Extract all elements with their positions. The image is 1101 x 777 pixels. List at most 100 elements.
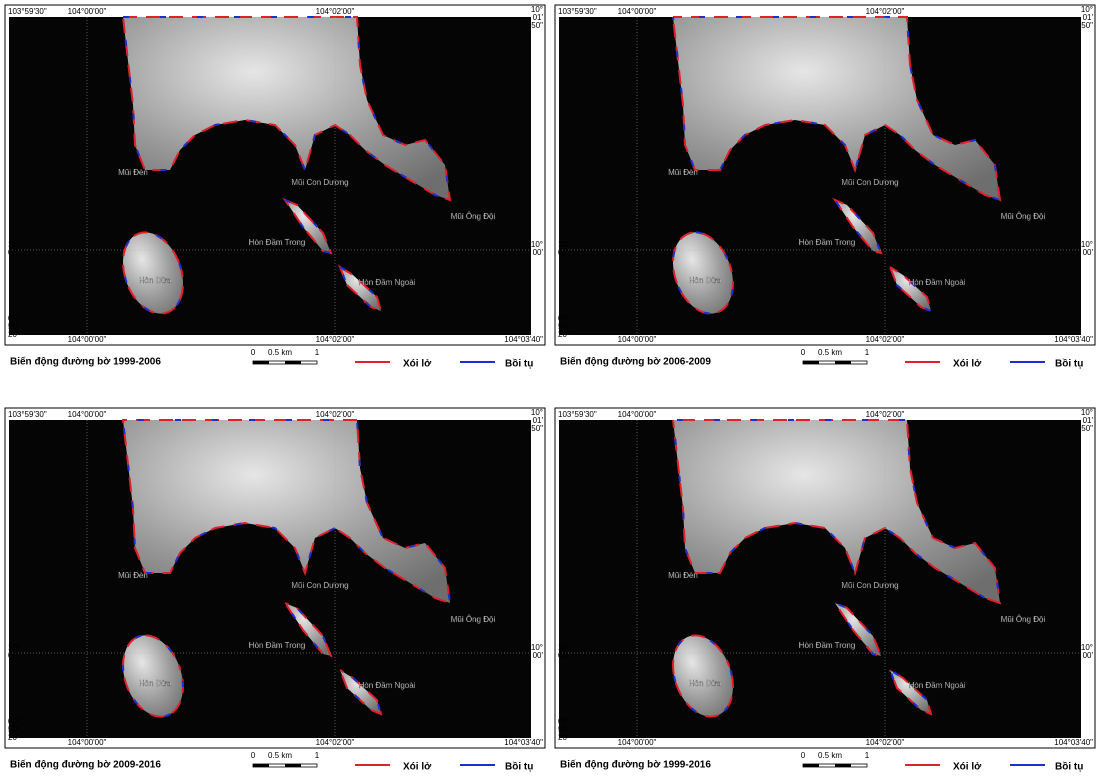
scale-label: 1 — [315, 751, 320, 760]
legend-label: Xói lở — [403, 359, 432, 370]
scale-bar-segment — [803, 361, 819, 364]
coord-label: 09° — [8, 717, 20, 726]
coord-label: 10° — [8, 240, 20, 249]
coord-label: 59' — [8, 725, 19, 734]
legend-label: Xói lở — [953, 762, 982, 773]
legend-title: Biến động đường bờ 2006-2009 — [560, 356, 711, 368]
legend-label: Bồi tụ — [1055, 761, 1083, 773]
scale-label: 0.5 km — [818, 751, 842, 760]
place-label: Mũi Ông Đội — [451, 615, 496, 624]
coord-label: 104°00'00" — [68, 738, 107, 747]
place-label: Mũi Đèn — [668, 168, 698, 177]
coord-label: 104°00'00" — [68, 335, 107, 344]
coord-label: 09° — [558, 717, 570, 726]
place-label: Mũi Đèn — [668, 571, 698, 580]
coord-label: 20" — [558, 733, 570, 742]
coord-label: 09° — [558, 314, 570, 323]
coord-label: 00' — [8, 651, 19, 660]
coord-label: 104°03'40" — [504, 738, 543, 747]
legend-title: Biến động đường bờ 2009-2016 — [10, 759, 161, 771]
coord-label: 10° — [558, 643, 570, 652]
coord-label: 104°02'00" — [866, 410, 905, 419]
place-label: Mũi Đèn — [118, 168, 148, 177]
coord-label: 104°00'00" — [618, 335, 657, 344]
coord-label: 00' — [558, 651, 569, 660]
coord-label: 104°00'00" — [618, 410, 657, 419]
coord-label: 10° — [531, 643, 543, 652]
scale-bar-segment — [253, 764, 269, 767]
coord-label: 00' — [533, 651, 544, 660]
place-label: Mũi Ông Đội — [1001, 615, 1046, 624]
coord-label: 59' — [558, 725, 569, 734]
coord-label: 50" — [531, 21, 543, 30]
place-label: Mũi Ông Đội — [451, 212, 496, 221]
coord-label: 01' — [533, 416, 544, 425]
scale-bar-segment — [285, 361, 301, 364]
scale-bar-segment — [835, 764, 851, 767]
map-panel: 103°59'30" 104°00'00" 104°02'00" 10°01'50"1… — [554, 407, 1096, 773]
coord-label: 50" — [531, 424, 543, 433]
scale-label: 0 — [801, 751, 806, 760]
coord-label: 104°00'00" — [618, 7, 657, 16]
scale-bar-segment — [835, 361, 851, 364]
coord-label: 10° — [558, 240, 570, 249]
coord-label: 59' — [558, 322, 569, 331]
scale-label: 1 — [865, 751, 870, 760]
place-label: Hòn Dừa — [689, 276, 722, 285]
scale-bar-segment — [285, 764, 301, 767]
place-label: Hòn Đầm Trong — [799, 641, 855, 650]
place-label: Hòn Đầm Trong — [799, 238, 855, 247]
place-label: Mũi Con Dương — [291, 581, 348, 590]
place-label: Mũi Con Dương — [291, 178, 348, 187]
map-panel: 103°59'30" 104°00'00" 104°02'00" 10°01'50"1… — [554, 4, 1096, 370]
place-label: Hòn Đầm Ngoài — [359, 681, 416, 690]
place-label: Mũi Ông Đội — [1001, 212, 1046, 221]
coord-label: 104°02'00" — [316, 335, 355, 344]
coord-label: 50" — [1081, 424, 1093, 433]
scale-label: 0.5 km — [268, 751, 292, 760]
map-panel: 103°59'30" 104°00'00" 104°02'00" 10°01'50"1… — [4, 4, 546, 370]
scale-bar-segment — [803, 764, 819, 767]
coord-label: 10° — [8, 643, 20, 652]
coord-label: 104°02'00" — [316, 410, 355, 419]
coord-label: 104°02'00" — [316, 738, 355, 747]
place-label: Hòn Đầm Ngoài — [359, 278, 416, 287]
coord-label: 10° — [1081, 5, 1093, 14]
scale-label: 0 — [251, 348, 256, 357]
place-label: Mũi Con Dương — [841, 178, 898, 187]
coord-label: 00' — [558, 248, 569, 257]
coord-label: 104°00'00" — [618, 738, 657, 747]
map-panel: 103°59'30" 104°00'00" 104°02'00" 10°01'50"1… — [4, 407, 546, 773]
place-label: Hòn Dừa — [139, 276, 172, 285]
place-label: Hòn Đầm Ngoài — [909, 681, 966, 690]
coord-label: 104°02'00" — [316, 7, 355, 16]
scale-label: 0 — [251, 751, 256, 760]
place-label: Hòn Đầm Trong — [249, 641, 305, 650]
coord-label: 01' — [1083, 13, 1094, 22]
coord-label: 103°59'30" — [558, 7, 597, 16]
legend-label: Xói lở — [403, 762, 432, 773]
coord-label: 10° — [531, 5, 543, 14]
place-label: Hòn Dừa — [139, 679, 172, 688]
scale-label: 0.5 km — [268, 348, 292, 357]
maps: 103°59'30" 104°00'00" 104°02'00" 10°01'50"1… — [4, 4, 1096, 773]
coord-label: 59' — [8, 322, 19, 331]
coord-label: 10° — [1081, 240, 1093, 249]
coord-label: 104°02'00" — [866, 335, 905, 344]
coord-label: 20" — [8, 733, 20, 742]
scale-label: 0 — [801, 348, 806, 357]
legend-label: Xói lở — [953, 359, 982, 370]
coord-label: 103°59'30" — [558, 410, 597, 419]
coord-label: 103°59'30" — [8, 7, 47, 16]
legend-title: Biến động đường bờ 1999-2006 — [10, 356, 161, 368]
scale-label: 0.5 km — [818, 348, 842, 357]
coord-label: 104°03'40" — [1054, 738, 1093, 747]
scale-label: 1 — [865, 348, 870, 357]
coord-label: 00' — [1083, 651, 1094, 660]
coord-label: 00' — [533, 248, 544, 257]
legend-label: Bồi tụ — [505, 761, 533, 773]
coord-label: 01' — [533, 13, 544, 22]
place-label: Mũi Đèn — [118, 571, 148, 580]
place-label: Hòn Dừa — [689, 679, 722, 688]
